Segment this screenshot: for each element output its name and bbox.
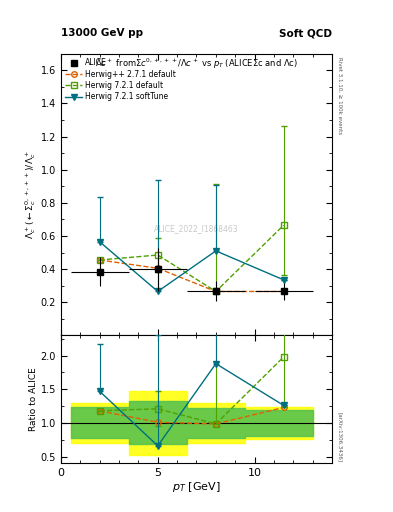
Text: Rivet 3.1.10, ≥ 100k events: Rivet 3.1.10, ≥ 100k events	[338, 57, 343, 134]
Legend: ALICE, Herwig++ 2.7.1 default, Herwig 7.2.1 default, Herwig 7.2.1 softTune: ALICE, Herwig++ 2.7.1 default, Herwig 7.…	[63, 56, 178, 103]
X-axis label: $p_T$ [GeV]: $p_T$ [GeV]	[172, 480, 221, 494]
Text: $\Lambda c^+$ from$\Sigma c^{0,+,++}/\Lambda c^+$ vs $p_T$ (ALICE$\Sigma$c and $: $\Lambda c^+$ from$\Sigma c^{0,+,++}/\La…	[95, 57, 298, 71]
Text: Soft QCD: Soft QCD	[279, 28, 332, 38]
Y-axis label: $\Lambda_c^+(\leftarrow\Sigma_c^{0,+,++})/\Lambda_c^+$: $\Lambda_c^+(\leftarrow\Sigma_c^{0,+,++}…	[23, 150, 38, 239]
Text: [arXiv:1306.3436]: [arXiv:1306.3436]	[338, 412, 343, 462]
Y-axis label: Ratio to ALICE: Ratio to ALICE	[29, 368, 38, 431]
Text: 13000 GeV pp: 13000 GeV pp	[61, 28, 143, 38]
Text: ALICE_2022_I1868463: ALICE_2022_I1868463	[154, 224, 239, 233]
